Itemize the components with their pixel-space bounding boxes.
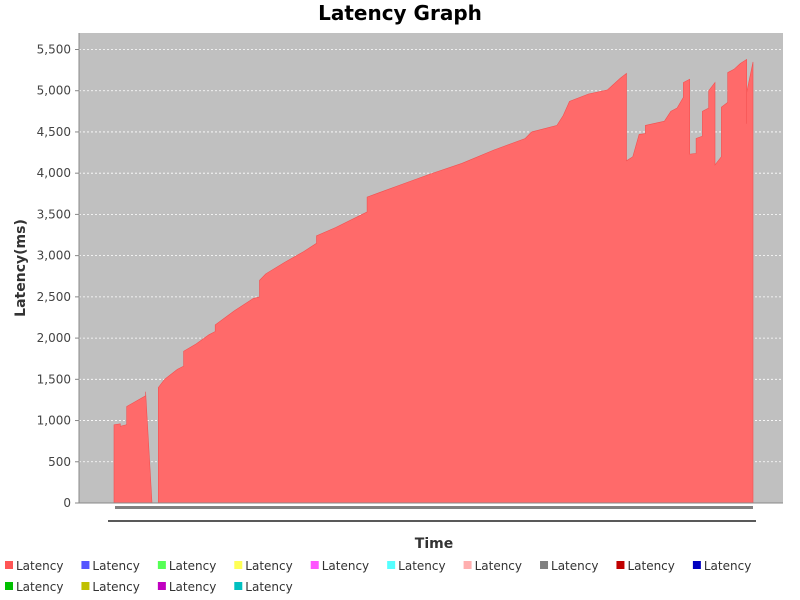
legend-label-10: Latency [16, 580, 63, 594]
legend-label-8: Latency [627, 559, 674, 573]
legend-label-7: Latency [551, 559, 598, 573]
legend-swatch-10 [5, 582, 13, 590]
legend-swatch-11 [81, 582, 90, 590]
legend-label-0: Latency [16, 559, 63, 573]
legend-label-11: Latency [92, 580, 139, 594]
legend-label-2: Latency [169, 559, 216, 573]
legend-label-3: Latency [245, 559, 292, 573]
legend: Latency Latency Latency Latency Latency Laten… [5, 559, 751, 594]
legend-swatch-13 [234, 582, 243, 590]
legend-swatch-0 [5, 561, 13, 569]
y-tick-label: 4,500 [37, 125, 71, 139]
chart-title: Latency Graph [318, 1, 482, 25]
y-axis-label: Latency(ms) [13, 219, 29, 317]
legend-label-5: Latency [398, 559, 445, 573]
y-tick-label: 3,000 [37, 249, 71, 263]
y-tick-label: 2,000 [37, 331, 71, 345]
legend-swatch-7 [540, 561, 549, 569]
x-range-bar [115, 506, 753, 509]
legend-swatch-2 [157, 561, 166, 569]
y-tick-label: 500 [48, 455, 71, 469]
y-tick-label: 5,500 [37, 42, 71, 56]
legend-swatch-8 [616, 561, 625, 569]
y-tick-label: 0 [63, 496, 71, 510]
legend-swatch-1 [81, 561, 90, 569]
legend-swatch-3 [234, 561, 243, 569]
legend-label-4: Latency [322, 559, 369, 573]
legend-swatch-4 [310, 561, 319, 569]
y-axis-ticks: 0 500 1,000 1,500 2,000 2,500 3,000 3,500 4,000 4… [37, 42, 79, 510]
y-tick-label: 1,000 [37, 414, 71, 428]
legend-label-6: Latency [475, 559, 522, 573]
y-tick-label: 4,000 [37, 166, 71, 180]
y-tick-label: 2,500 [37, 290, 71, 304]
legend-label-12: Latency [169, 580, 216, 594]
legend-swatch-6 [463, 561, 472, 569]
x-axis-label: Time [415, 536, 453, 552]
legend-label-13: Latency [245, 580, 292, 594]
legend-label-9: Latency [704, 559, 751, 573]
y-tick-label: 1,500 [37, 372, 71, 386]
legend-label-1: Latency [92, 559, 139, 573]
legend-swatch-12 [157, 582, 166, 590]
latency-area-0 [113, 58, 754, 504]
y-tick-label: 5,000 [37, 84, 71, 98]
legend-swatch-5 [387, 561, 396, 569]
legend-swatch-9 [692, 561, 701, 569]
series-layer [113, 58, 754, 504]
y-tick-label: 3,500 [37, 207, 71, 221]
